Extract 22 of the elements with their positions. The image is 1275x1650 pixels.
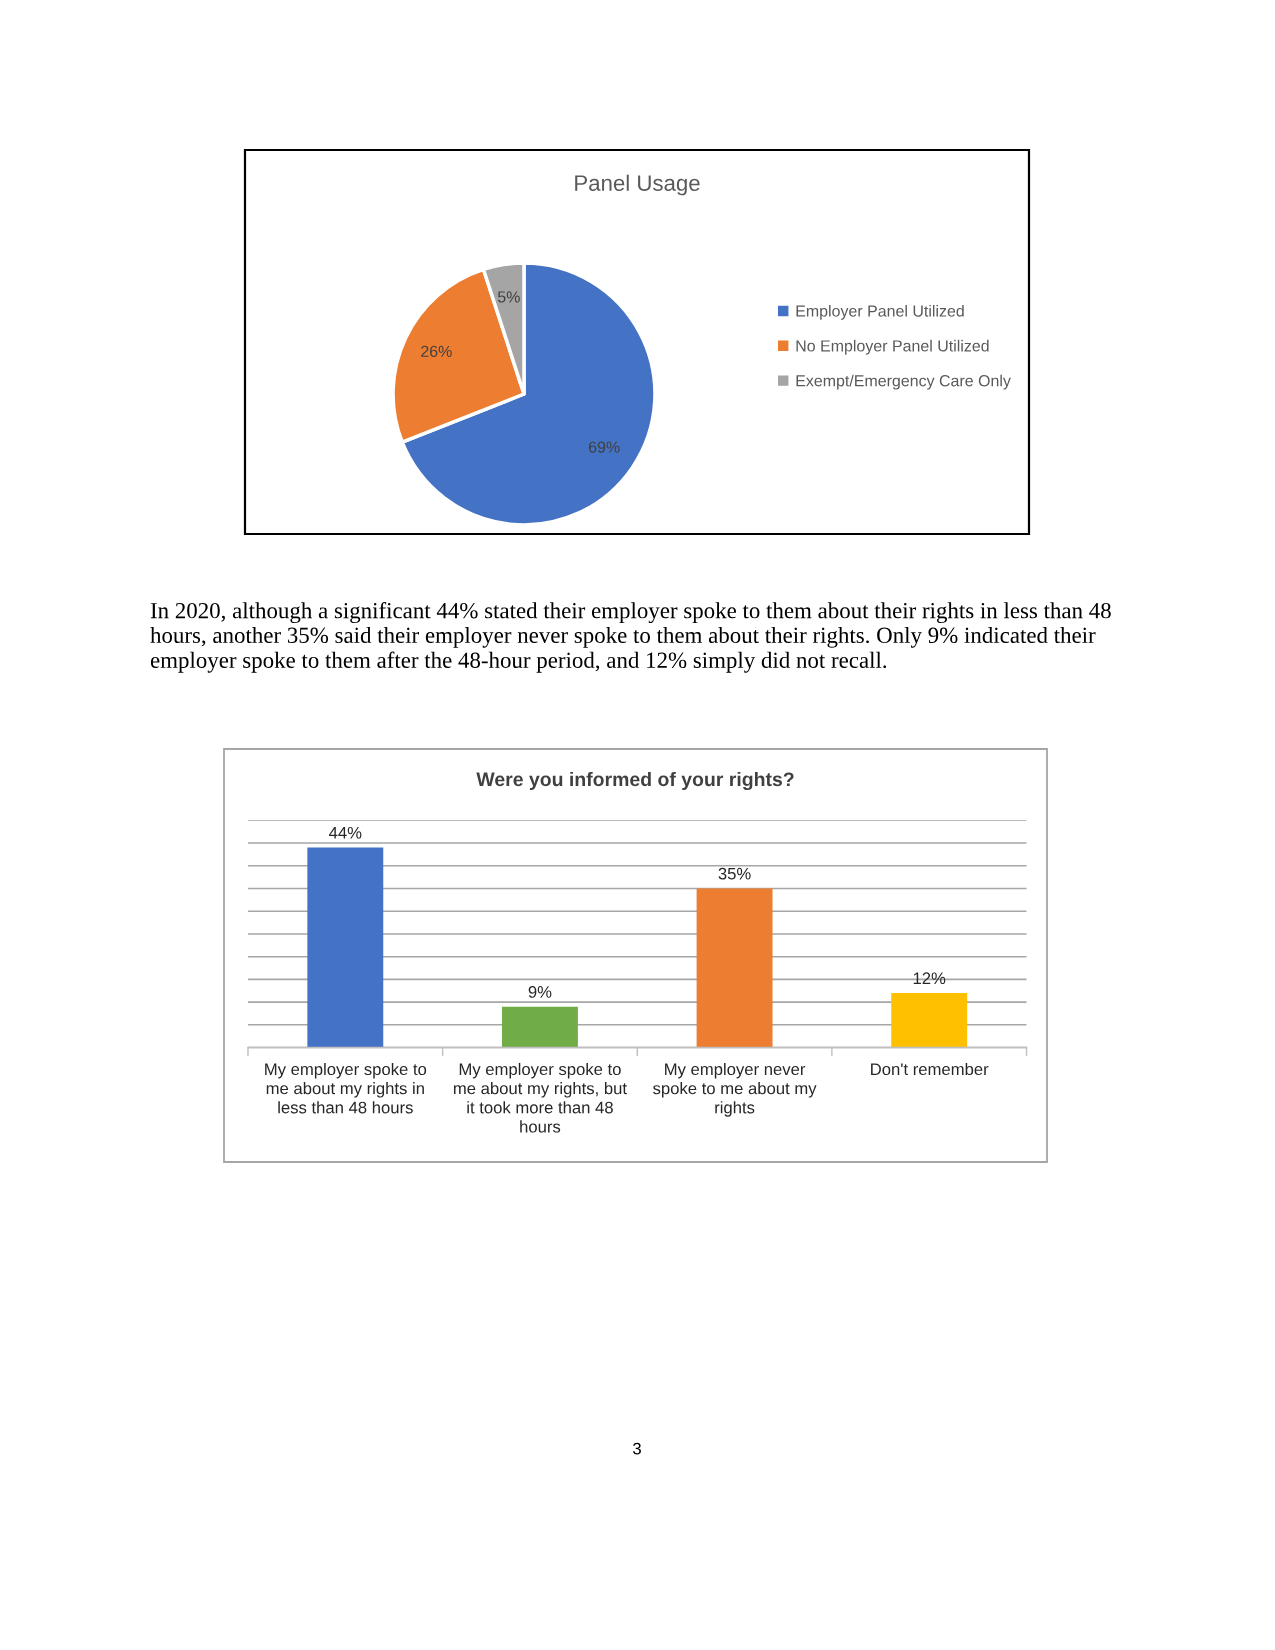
data-label: 12%	[913, 972, 946, 985]
data-label: 69%	[588, 441, 620, 453]
data-label: 35%	[718, 867, 751, 880]
bar	[307, 847, 384, 1048]
x-tick-label: My employer spoke to me about my rights, but it took more than 48 hours	[453, 1062, 627, 1133]
x-tick-label: My employer spoke to me about my rights in less than 48 hours	[265, 1062, 427, 1114]
bar	[696, 888, 773, 1048]
chart-title: Panel Usage	[575, 174, 700, 196]
x-tick-label: Don't remember	[871, 1062, 989, 1076]
legend-label: No Employer Panel Utilized	[796, 339, 989, 355]
text: In 2020, although a significant 44% stated their employer spoke to them about their rights in less than 48 hours, another 35% said their employer never spoke to them about their rights. Only 9% indicated their employer spoke to them after the 48-hour period, and 12% simply did not recall.	[150, 602, 1111, 673]
chart-title: Were you informed of your rights?	[476, 771, 794, 791]
legend-label: Exempt/Emergency Care Only	[796, 374, 1011, 390]
data-label: 9%	[528, 986, 552, 998]
legend-label: Employer Panel Utilized	[796, 304, 964, 320]
bar	[501, 1006, 578, 1048]
data-label: 26%	[421, 345, 452, 358]
data-label: 44%	[329, 826, 362, 839]
x-tick-label: My employer never spoke to me about my rights	[653, 1062, 817, 1117]
text: 3	[633, 1442, 641, 1455]
bar	[891, 993, 968, 1048]
data-label: 5%	[497, 291, 520, 303]
